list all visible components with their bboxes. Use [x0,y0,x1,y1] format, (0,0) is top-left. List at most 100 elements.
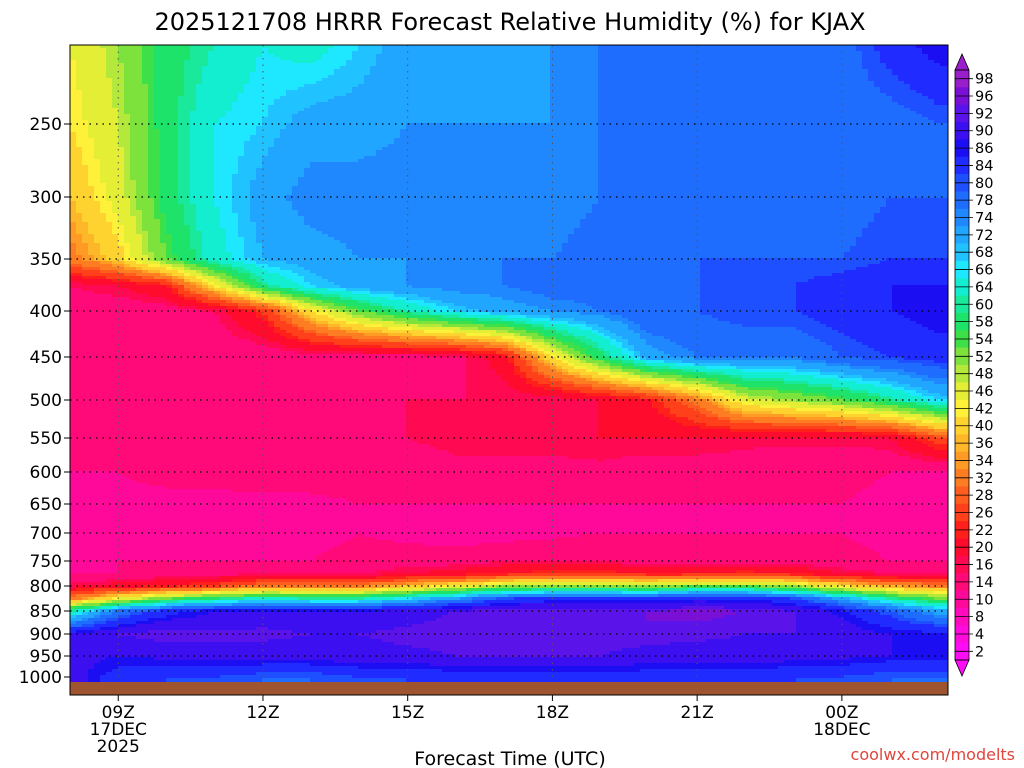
rh-cell [76,135,83,139]
rh-cell [94,432,101,436]
rh-cell [94,231,101,235]
rh-cell [94,105,101,109]
rh-cell [88,477,95,481]
rh-cell [94,60,101,64]
rh-cell [94,264,101,268]
rh-cell [106,81,113,85]
rh-cell [112,318,119,322]
rh-cell [106,483,113,487]
rh-cell [100,321,107,325]
rh-cell [106,405,113,409]
rh-cell [88,219,95,223]
rh-cell [76,678,83,682]
rh-cell [94,459,101,463]
rh-cell [70,537,77,541]
rh-cell [88,63,95,67]
rh-cell [88,441,95,445]
rh-cell [70,180,77,184]
rh-cell [100,513,107,517]
rh-cell [82,504,89,508]
rh-cell [70,57,77,61]
rh-cell [112,243,119,247]
rh-cell [94,147,101,151]
rh-cell [88,363,95,367]
rh-cell [112,399,119,403]
rh-cell [112,342,119,346]
rh-cell [70,513,77,517]
rh-cell [100,84,107,88]
rh-cell [76,105,83,109]
rh-cell [82,240,89,244]
rh-cell [100,576,107,580]
rh-cell [70,135,77,139]
rh-cell [112,225,119,229]
rh-cell [76,267,83,271]
rh-cell [100,96,107,100]
rh-cell [82,540,89,544]
rh-cell [70,648,77,652]
rh-cell [88,81,95,85]
rh-cell [76,207,83,211]
rh-cell [70,351,77,355]
rh-cell [106,627,113,631]
rh-cell [82,519,89,523]
rh-cell [100,375,107,379]
rh-cell [106,162,113,166]
rh-cell [88,384,95,388]
rh-cell [88,522,95,526]
rh-cell [112,204,119,208]
rh-cell [100,420,107,424]
rh-cell [94,261,101,265]
rh-cell [94,78,101,82]
rh-cell [88,387,95,391]
rh-cell [76,171,83,175]
rh-cell [94,72,101,76]
rh-cell [82,474,89,478]
rh-cell [76,54,83,58]
rh-cell [76,675,83,679]
rh-cell [106,342,113,346]
rh-cell [88,600,95,604]
rh-cell [100,174,107,178]
rh-cell [70,87,77,91]
rh-cell [88,597,95,601]
rh-cell [94,177,101,181]
rh-cell [88,69,95,73]
rh-cell [94,462,101,466]
rh-cell [88,618,95,622]
rh-cell [88,534,95,538]
rh-cell [88,651,95,655]
rh-cell [106,573,113,577]
rh-cell [94,138,101,142]
rh-cell [106,588,113,592]
rh-cell [82,492,89,496]
rh-cell [106,267,113,271]
rh-cell [100,441,107,445]
rh-cell [82,348,89,352]
rh-cell [100,219,107,223]
rh-cell [70,66,77,70]
rh-cell [82,426,89,430]
rh-cell [88,471,95,475]
rh-cell [100,543,107,547]
rh-cell [76,177,83,181]
rh-cell [100,249,107,253]
rh-cell [100,567,107,571]
rh-cell [106,231,113,235]
rh-cell [94,639,101,643]
rh-cell [106,657,113,661]
rh-cell [82,597,89,601]
rh-cell [88,480,95,484]
rh-cell [88,573,95,577]
rh-cell [106,297,113,301]
rh-cell [82,654,89,658]
rh-cell [88,57,95,61]
rh-cell [112,144,119,148]
rh-cell [94,540,101,544]
rh-cell [100,678,107,682]
rh-cell [82,663,89,667]
rh-cell [82,399,89,403]
rh-cell [100,105,107,109]
rh-cell [112,84,119,88]
rh-cell [112,78,119,82]
